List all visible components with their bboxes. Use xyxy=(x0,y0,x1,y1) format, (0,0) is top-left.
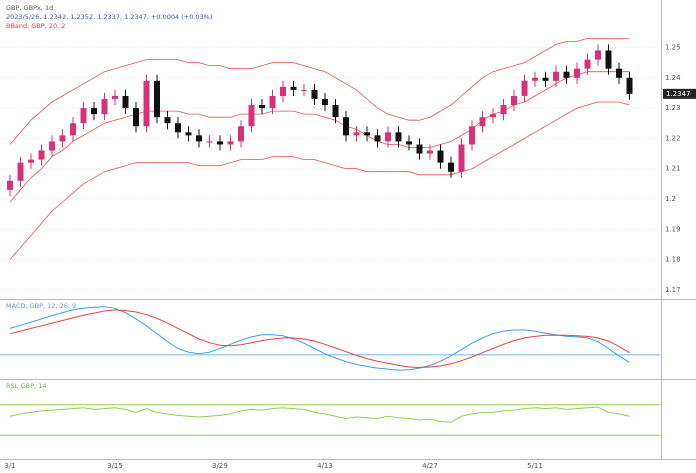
candle-body xyxy=(238,126,244,142)
y-tick-label: 1.17 xyxy=(665,286,681,294)
candle-body xyxy=(595,50,601,60)
candle-body xyxy=(91,108,97,115)
y-tick-label: 1.24 xyxy=(665,74,681,82)
y-tick-label: 1.23 xyxy=(665,104,681,112)
y-tick-label: 1.25 xyxy=(665,43,681,51)
candle-body xyxy=(175,123,181,133)
candle-body xyxy=(343,117,349,136)
candle-body xyxy=(395,132,402,142)
candle-body xyxy=(616,68,622,78)
candle-body xyxy=(332,105,339,118)
candle-body xyxy=(427,150,433,154)
candle-body xyxy=(227,141,234,145)
x-tick-label: 4/27 xyxy=(422,462,438,470)
candle-body xyxy=(563,71,570,78)
candle-body xyxy=(7,180,13,190)
candle-body xyxy=(322,98,328,106)
candle-body xyxy=(101,98,108,115)
macd-title: MACD, GBP, 12, 26, 9 xyxy=(6,302,76,310)
candle-body xyxy=(269,95,276,109)
candle-body xyxy=(458,144,465,172)
candle-body xyxy=(374,135,381,142)
indicator-label: BBand, GBP, 20, 2 xyxy=(6,22,65,30)
candle-body xyxy=(49,141,55,151)
candle-body xyxy=(574,68,580,78)
x-tick-label: 3/1 xyxy=(4,462,15,470)
candle-body xyxy=(143,80,150,127)
candle-body xyxy=(385,132,391,142)
y-tick-label: 1.18 xyxy=(665,256,681,264)
candle-body xyxy=(70,123,76,136)
candle-body xyxy=(217,141,223,145)
chart-title: GBP, GBPx, 1d xyxy=(6,4,53,12)
y-tick-label: 1.22 xyxy=(665,134,681,142)
candle-body xyxy=(280,86,286,96)
candle-body xyxy=(301,89,307,91)
candle-body xyxy=(185,132,192,136)
bollinger-band xyxy=(9,38,630,145)
candle-body xyxy=(290,86,297,90)
indicator-line xyxy=(9,306,630,371)
candle-body xyxy=(479,117,486,127)
candle-body xyxy=(364,132,370,136)
candle-body xyxy=(259,105,265,109)
candle-body xyxy=(532,77,538,81)
candle-body xyxy=(542,77,549,81)
chart-subtitle: 2023/5/26, 1.2342, 1.2352, 1.2337, 1.234… xyxy=(6,13,212,21)
candle-body xyxy=(626,77,633,94)
candle-body xyxy=(28,159,34,163)
candle-body xyxy=(406,141,412,145)
candle-body xyxy=(164,117,171,124)
candle-body xyxy=(584,59,591,69)
candle-body xyxy=(521,80,528,96)
x-tick-label: 5/11 xyxy=(527,462,543,470)
x-tick-label: 3/15 xyxy=(107,462,123,470)
candle-body xyxy=(112,95,118,99)
candle-body xyxy=(353,132,360,136)
last-price-label: 1.2347 xyxy=(666,90,691,98)
candle-body xyxy=(490,114,496,118)
x-tick-label: 3/29 xyxy=(212,462,228,470)
candle-body xyxy=(500,105,507,115)
candle-body xyxy=(59,135,66,142)
y-tick-label: 1.19 xyxy=(665,225,681,233)
candle-body xyxy=(469,126,475,145)
bollinger-band xyxy=(9,101,630,260)
candle-body xyxy=(416,144,423,154)
candle-body xyxy=(38,150,45,160)
last-price-tag xyxy=(663,88,696,99)
indicator-line xyxy=(9,309,630,369)
bollinger-band xyxy=(9,71,630,203)
candle-body xyxy=(206,141,213,143)
candle-body xyxy=(17,162,24,181)
indicator-line xyxy=(9,406,630,423)
candle-body xyxy=(511,95,517,106)
rsi-title: RSI, GBP, 14 xyxy=(6,382,47,390)
candle-body xyxy=(248,105,255,127)
candle-body xyxy=(437,150,444,163)
candle-body xyxy=(196,135,202,142)
candle-body xyxy=(80,108,87,124)
candle-body xyxy=(311,89,318,99)
candle-body xyxy=(122,95,129,109)
y-tick-label: 1.2 xyxy=(665,195,676,203)
candle-body xyxy=(553,71,559,81)
candle-body xyxy=(154,80,160,118)
y-tick-label: 1.21 xyxy=(665,165,681,173)
candle-body xyxy=(133,108,139,127)
candle-body xyxy=(605,50,612,69)
x-tick-label: 4/13 xyxy=(317,462,333,470)
candle-body xyxy=(448,162,454,172)
